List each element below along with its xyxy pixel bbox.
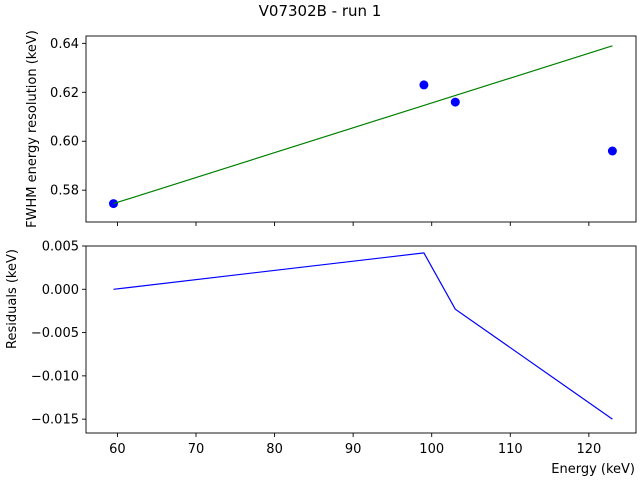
resolution-y-tick-label: 0.62 bbox=[50, 86, 79, 101]
residuals-y-tick-label: 0.000 bbox=[42, 283, 79, 298]
residuals-y-tick-label: 0.005 bbox=[42, 240, 79, 255]
residuals-x-tick-label: 100 bbox=[419, 442, 444, 457]
resolution-y-tick-label: 0.60 bbox=[50, 135, 79, 150]
resolution-axes-frame bbox=[85, 35, 637, 223]
residuals-y-tick-label: −0.010 bbox=[31, 369, 79, 384]
residuals-x-tick-label: 80 bbox=[266, 442, 283, 457]
figure-title: V07302B - run 1 bbox=[259, 2, 382, 20]
resolution-y-axis-label: FWHM energy resolution (keV) bbox=[25, 30, 40, 228]
resolution-panel: 0.58 0.60 0.62 0.64 FWHM energy resolution (… bbox=[25, 30, 637, 228]
residuals-x-tick-label: 60 bbox=[109, 442, 126, 457]
residuals-x-tick-label: 90 bbox=[345, 442, 362, 457]
residuals-y-tick-label: −0.015 bbox=[31, 413, 79, 428]
resolution-y-tick-label: 0.58 bbox=[50, 184, 79, 199]
residuals-x-tick-label: 110 bbox=[498, 442, 523, 457]
residuals-axes-frame bbox=[85, 245, 637, 434]
residuals-x-axis-label: Energy (keV) bbox=[551, 462, 635, 477]
resolution-data-point-3 bbox=[607, 146, 617, 156]
residuals-panel: 60 70 80 90 100 110 120 0.005 0.000 −0.005 −0.010 −… bbox=[5, 240, 637, 477]
resolution-data-point-2 bbox=[450, 97, 460, 107]
residuals-y-tick-label: −0.005 bbox=[31, 326, 79, 341]
residuals-x-tick-label: 70 bbox=[188, 442, 205, 457]
residuals-y-axis-label: Residuals (keV) bbox=[5, 249, 20, 349]
resolution-y-tick-label: 0.64 bbox=[50, 37, 79, 52]
residuals-series-line-0 bbox=[113, 252, 613, 420]
residuals-x-tick-label: 120 bbox=[576, 442, 601, 457]
resolution-data-point-1 bbox=[419, 80, 429, 90]
resolution-series-line-1 bbox=[113, 45, 613, 205]
